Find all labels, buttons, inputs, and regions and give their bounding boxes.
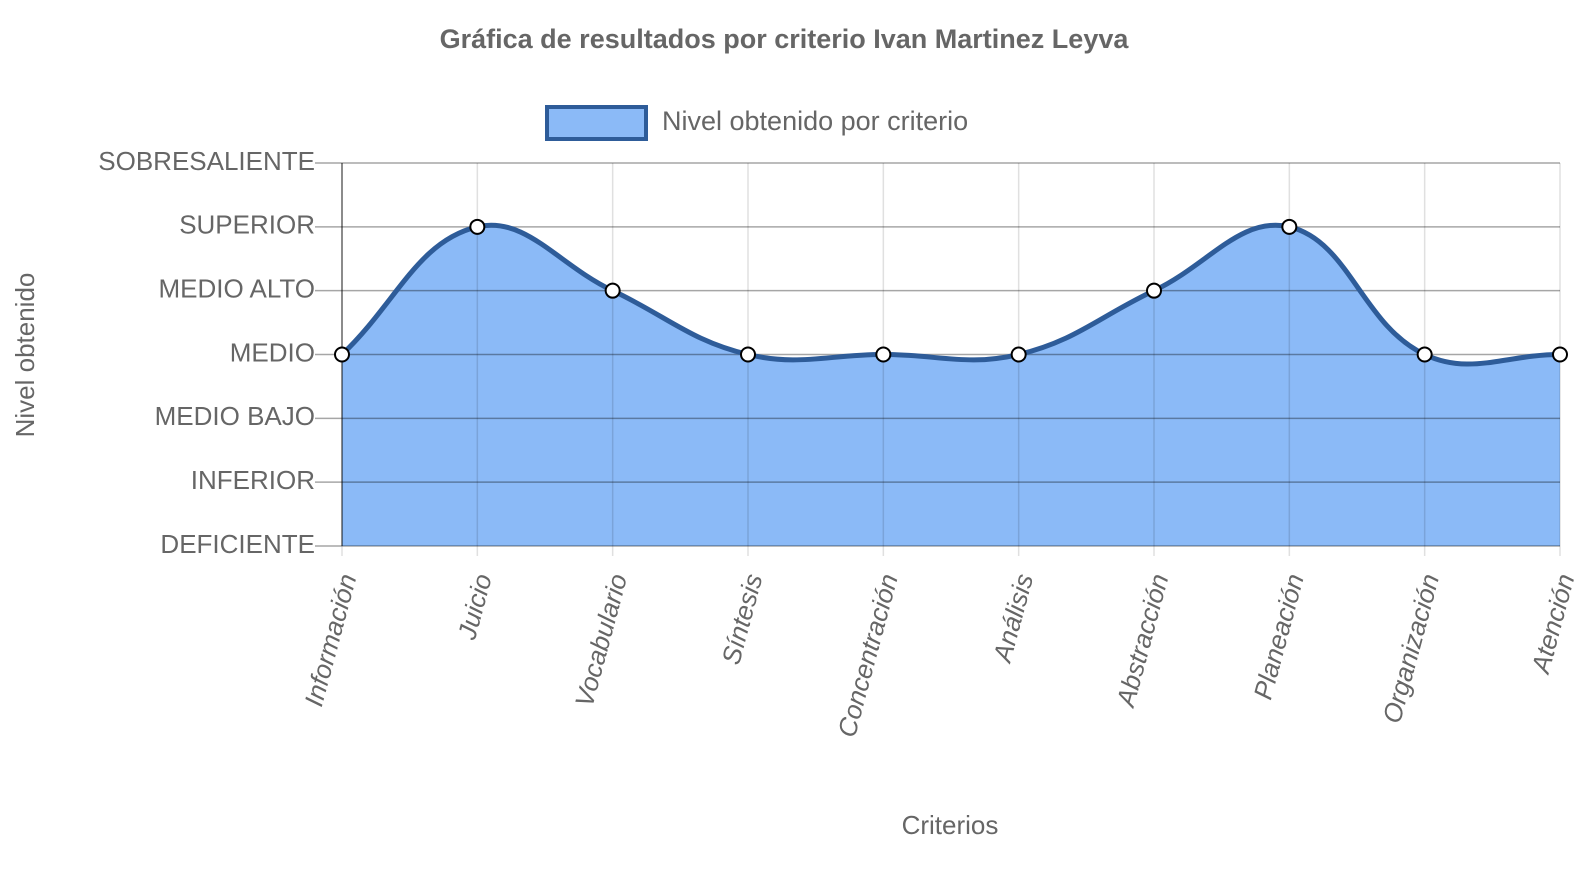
y-tick-label: MEDIO — [230, 337, 315, 367]
x-tick-label: Análisis — [986, 571, 1039, 667]
chart-title: Gráfica de resultados por criterio Ivan … — [440, 24, 1130, 54]
x-axis-title: Criterios — [902, 810, 999, 840]
x-tick-label: Juicio — [451, 571, 497, 644]
point — [1281, 218, 1298, 235]
point — [469, 218, 486, 235]
x-tick-label: Vocabulario — [569, 571, 633, 710]
y-tick-label: INFERIOR — [191, 465, 315, 495]
legend-label: Nivel obtenido por criterio — [662, 106, 968, 136]
point — [875, 346, 892, 363]
point — [1552, 346, 1568, 363]
point — [1416, 346, 1433, 363]
line — [340, 222, 1561, 367]
y-axis-title: Nivel obtenido — [10, 273, 40, 438]
point — [604, 282, 621, 299]
point — [740, 346, 756, 363]
x-tick-label: Organización — [1376, 571, 1445, 727]
x-tick-label: Síntesis — [716, 571, 769, 668]
x-tick-label: Abstracción — [1110, 571, 1175, 712]
y-tick-label: SUPERIOR — [179, 210, 315, 240]
area — [342, 225, 1560, 546]
x-tick-label: Concentración — [831, 571, 903, 741]
y-tick-label: DEFICIENTE — [160, 529, 315, 559]
x-tick-label: Planeación — [1247, 571, 1309, 703]
legend-swatch — [545, 105, 648, 141]
y-tick-label: SOBRESALIENTE — [98, 146, 315, 176]
point — [1146, 282, 1162, 299]
point — [334, 346, 350, 363]
point — [1010, 346, 1027, 363]
y-tick-label: MEDIO BAJO — [155, 401, 315, 431]
x-tick-label: Información — [298, 571, 362, 710]
y-tick-label: MEDIO ALTO — [158, 274, 315, 304]
x-tick-label: Atención — [1525, 571, 1581, 678]
